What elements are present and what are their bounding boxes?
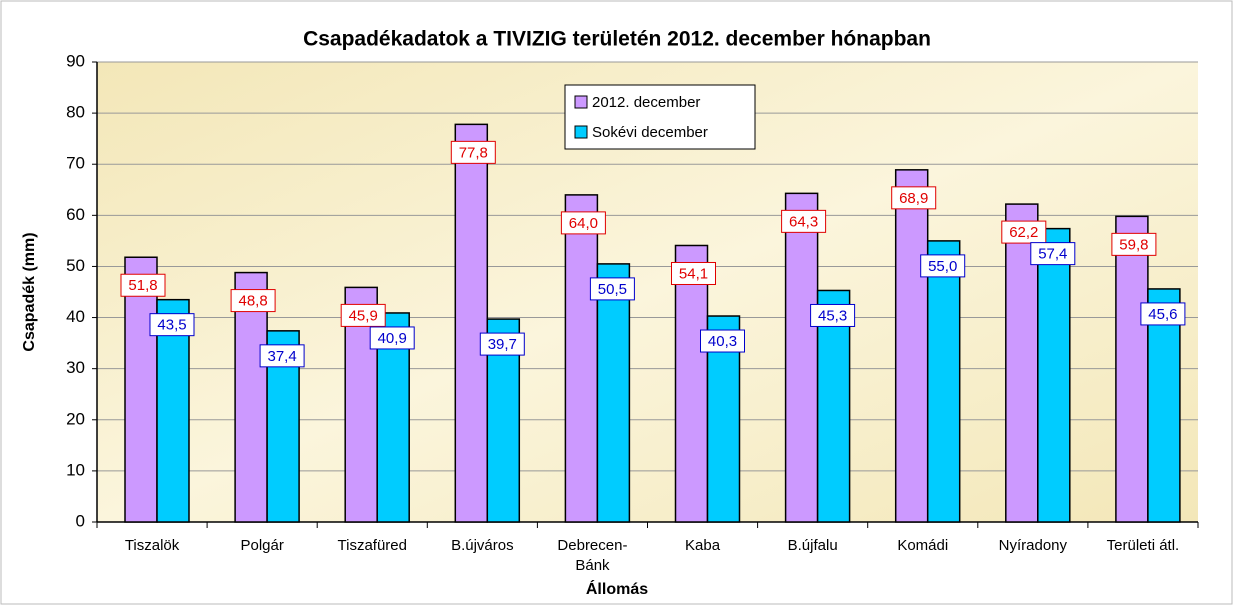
y-tick-label: 20 bbox=[66, 409, 85, 428]
bar bbox=[454, 123, 489, 523]
y-tick-label: 0 bbox=[76, 511, 85, 530]
bar bbox=[926, 240, 961, 523]
value-label: 54,1 bbox=[679, 265, 708, 282]
value-label: 40,3 bbox=[708, 333, 737, 350]
value-label: 64,3 bbox=[789, 213, 818, 230]
value-label: 64,0 bbox=[569, 215, 598, 232]
x-tick-label: Polgár bbox=[240, 537, 283, 554]
bar bbox=[596, 263, 631, 523]
value-label: 59,8 bbox=[1119, 236, 1148, 253]
x-tick-label: B.újváros bbox=[451, 537, 514, 554]
chart-title: Csapadékadatok a TIVIZIG területén 2012.… bbox=[303, 28, 931, 51]
value-label-box bbox=[149, 313, 195, 337]
y-tick-label: 90 bbox=[66, 51, 85, 70]
value-label: 68,9 bbox=[899, 190, 928, 207]
value-label-box bbox=[920, 254, 966, 278]
bar bbox=[816, 289, 851, 523]
bar bbox=[1147, 288, 1181, 523]
legend-swatch bbox=[574, 125, 588, 139]
value-label-box bbox=[369, 326, 415, 350]
value-label: 45,3 bbox=[818, 307, 847, 324]
value-label-box bbox=[450, 140, 496, 164]
value-label-box bbox=[479, 332, 525, 356]
legend-swatch bbox=[574, 95, 588, 109]
bar bbox=[1037, 227, 1071, 523]
value-label: 57,4 bbox=[1038, 246, 1067, 263]
value-label-box bbox=[1030, 242, 1076, 266]
value-label: 55,0 bbox=[928, 258, 957, 275]
y-tick-label: 50 bbox=[66, 256, 85, 275]
value-label: 45,6 bbox=[1148, 306, 1177, 323]
x-tick-label: Nyíradony bbox=[999, 537, 1068, 554]
value-label-box bbox=[259, 344, 305, 368]
y-tick-label: 60 bbox=[66, 205, 85, 224]
value-label-box bbox=[1111, 232, 1157, 256]
x-tick-label: Debrecen-Bánk bbox=[557, 537, 627, 574]
bar bbox=[674, 244, 709, 523]
bar bbox=[234, 271, 268, 523]
value-label: 51,8 bbox=[128, 277, 157, 294]
y-tick-label: 70 bbox=[66, 154, 85, 173]
value-label-box bbox=[781, 209, 827, 233]
bar bbox=[124, 256, 158, 523]
x-tick-label: Tiszafüred bbox=[338, 537, 407, 554]
value-label-box bbox=[589, 277, 635, 301]
bar bbox=[156, 298, 190, 523]
bar bbox=[784, 192, 819, 523]
value-label: 40,9 bbox=[378, 330, 407, 347]
value-label: 62,2 bbox=[1009, 224, 1038, 241]
legend-label: 2012. december bbox=[592, 94, 700, 111]
value-label: 37,4 bbox=[267, 348, 296, 365]
x-axis-label: Állomás bbox=[586, 579, 648, 598]
value-label: 77,8 bbox=[459, 144, 488, 161]
y-axis-label: Csapadék (mm) bbox=[21, 232, 38, 351]
y-tick-label: 10 bbox=[66, 460, 85, 479]
value-label: 48,8 bbox=[238, 293, 267, 310]
y-tick-label: 80 bbox=[66, 103, 85, 122]
value-label-box bbox=[560, 211, 606, 235]
bar bbox=[894, 169, 929, 523]
legend-label: Sokévi december bbox=[592, 124, 708, 141]
value-label-box bbox=[891, 186, 937, 210]
value-label: 45,9 bbox=[349, 307, 378, 324]
value-label-box bbox=[1140, 302, 1186, 326]
x-tick-label: Területi átl. bbox=[1107, 537, 1180, 554]
x-tick-label: Kaba bbox=[685, 537, 721, 554]
value-label-box bbox=[671, 261, 716, 285]
value-label-box bbox=[340, 303, 386, 327]
y-tick-label: 40 bbox=[66, 307, 85, 326]
value-label-box bbox=[1001, 220, 1047, 244]
value-label: 39,7 bbox=[488, 336, 517, 353]
legend-box bbox=[564, 84, 756, 150]
x-tick-label: B.újfalu bbox=[788, 537, 838, 554]
x-tick-label: Komádi bbox=[897, 537, 948, 554]
value-label: 43,5 bbox=[157, 317, 186, 334]
value-label-box bbox=[700, 329, 745, 353]
value-label-box bbox=[810, 303, 856, 327]
value-label: 50,5 bbox=[598, 281, 627, 298]
bar bbox=[1115, 215, 1149, 523]
x-tick-label: Tiszalök bbox=[125, 537, 180, 554]
bar bbox=[564, 194, 599, 523]
y-tick-label: 30 bbox=[66, 358, 85, 377]
value-label-box bbox=[230, 289, 276, 313]
value-label-box bbox=[120, 273, 166, 297]
